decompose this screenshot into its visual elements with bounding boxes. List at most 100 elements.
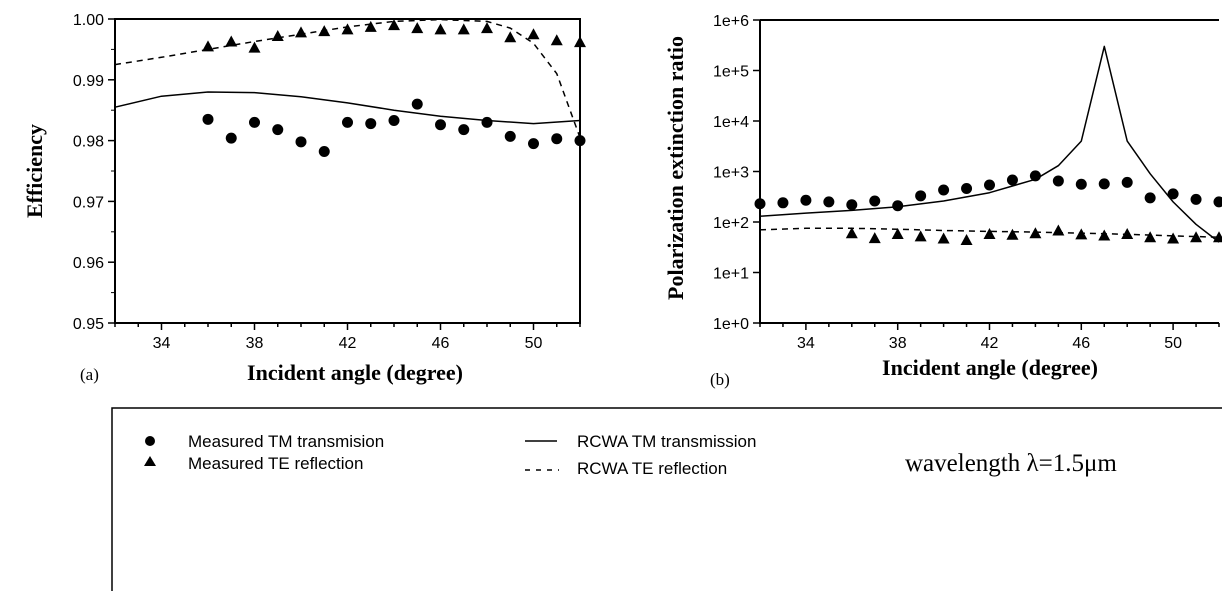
x-tick-label: 38 (246, 335, 264, 352)
measured-tm-point (411, 98, 423, 110)
panel-b-axes (759, 19, 1219, 324)
x-tick-label: 34 (797, 335, 815, 352)
measured-te-point (225, 35, 238, 47)
measured-tm-point (1052, 175, 1064, 187)
measured-tm-point (1098, 178, 1110, 190)
measured-te-point (1075, 228, 1088, 240)
panel-a-points (202, 19, 586, 158)
panel-b-x-axis-title: Incident angle (degree) (882, 355, 1098, 380)
y-tick-label: 1e+5 (713, 64, 749, 81)
measured-tm-point (481, 116, 493, 128)
measured-tm-point (574, 135, 586, 147)
rcwa-tm-curve (114, 91, 581, 125)
panel-a-ticks: 34 38 42 46 50 0.95 0.96 0.97 0.98 0.99 1.00 (73, 12, 581, 352)
legend-wavelength-note: wavelength λ=1.5μm (905, 450, 1117, 477)
measured-tm-point (892, 200, 904, 212)
measured-tm-point (504, 130, 516, 142)
measured-tm-point (869, 195, 881, 207)
y-tick-label: 1e+0 (713, 316, 749, 333)
measured-te-point (202, 40, 214, 52)
measured-te-point (1006, 228, 1019, 240)
measured-te-point (1029, 227, 1042, 239)
measured-te-point (550, 34, 563, 46)
x-tick-label: 42 (339, 335, 357, 352)
measured-te-point (295, 26, 307, 38)
measured-tm-point (1213, 196, 1222, 208)
panel-a-label: (a) (80, 365, 99, 384)
panel-a-x-axis-title: Incident angle (degree) (247, 360, 463, 385)
measured-tm-point (318, 146, 330, 158)
legend-measured-te: Measured TE reflection (188, 454, 363, 473)
legend-circle-marker (145, 436, 155, 446)
measured-tm-point (800, 194, 812, 206)
y-tick-label: 0.99 (73, 73, 104, 90)
panel-b-ticks: 34 38 42 46 50 1e+0 1e+1 1e+2 1e+3 1e+4 1e+5 1e+6 (713, 13, 1220, 352)
measured-tm-point (1144, 192, 1156, 204)
measured-tm-point (249, 116, 260, 128)
legend-frame (111, 407, 1222, 591)
measured-te-point (341, 23, 354, 35)
y-tick-label: 0.98 (73, 134, 104, 151)
measured-tm-point (295, 136, 307, 148)
panel-a-efficiency-chart: 34 38 42 46 50 0.95 0.96 0.97 0.98 0.99 1.00 Incid… (22, 12, 586, 385)
measured-tm-point (435, 119, 446, 131)
x-tick-label: 50 (1164, 335, 1182, 352)
y-tick-label: 1e+2 (713, 215, 749, 232)
measured-te-point (868, 232, 881, 244)
measured-tm-point (1006, 174, 1018, 186)
measured-te-point (271, 30, 284, 42)
measured-te-point (504, 31, 517, 43)
measured-te-point (457, 23, 470, 35)
measured-tm-point (846, 199, 858, 211)
measured-tm-point (365, 118, 377, 130)
measured-te-point (1121, 227, 1134, 239)
x-tick-label: 50 (525, 335, 543, 352)
measured-tm-point (528, 138, 539, 150)
x-tick-label: 46 (1072, 335, 1090, 352)
measured-tm-point (915, 190, 927, 202)
measured-tm-point (225, 132, 237, 144)
measured-tm-point (754, 198, 766, 210)
measured-te-point (1098, 229, 1111, 241)
panel-b-points (754, 170, 1222, 246)
panel-b-y-axis-title: Polarization extinction ratio (663, 36, 688, 300)
panel-a-lines (114, 18, 581, 138)
legend: Measured TM transmision Measured TE refl… (111, 407, 1222, 591)
y-tick-label: 1e+3 (713, 165, 749, 182)
y-tick-label: 1e+6 (713, 13, 749, 30)
measured-tm-point (1121, 176, 1133, 188)
measured-tm-point (202, 113, 214, 125)
y-tick-label: 1.00 (73, 12, 104, 29)
measured-tm-point (961, 183, 973, 195)
measured-tm-point (1167, 188, 1179, 200)
x-tick-label: 38 (889, 335, 907, 352)
measured-te-point (481, 22, 493, 34)
measured-te-point (1190, 231, 1203, 243)
panel-a-y-axis-title: Efficiency (22, 124, 47, 218)
measured-te-point (248, 41, 261, 53)
measured-te-point (983, 227, 996, 239)
y-tick-label: 1e+1 (713, 266, 749, 283)
measured-tm-point (984, 179, 995, 191)
legend-rcwa-tm: RCWA TM transmission (577, 432, 756, 451)
measured-te-point (1167, 232, 1180, 244)
measured-tm-point (388, 115, 400, 127)
measured-tm-point (823, 196, 835, 208)
measured-te-point (574, 36, 586, 48)
measured-te-point (845, 227, 858, 239)
measured-tm-point (458, 124, 470, 136)
measured-tm-point (551, 133, 563, 145)
measured-te-point (318, 25, 331, 37)
legend-rcwa-te: RCWA TE reflection (577, 459, 727, 478)
y-tick-label: 0.96 (73, 255, 104, 272)
x-tick-label: 34 (153, 335, 171, 352)
y-tick-label: 1e+4 (713, 114, 749, 131)
measured-tm-point (342, 116, 353, 128)
panel-b-label: (b) (710, 370, 730, 389)
legend-measured-tm: Measured TM transmision (188, 432, 384, 451)
x-tick-label: 42 (981, 335, 999, 352)
panel-b-lines (759, 45, 1220, 243)
measured-tm-point (272, 124, 284, 136)
measured-te-point (914, 230, 927, 242)
